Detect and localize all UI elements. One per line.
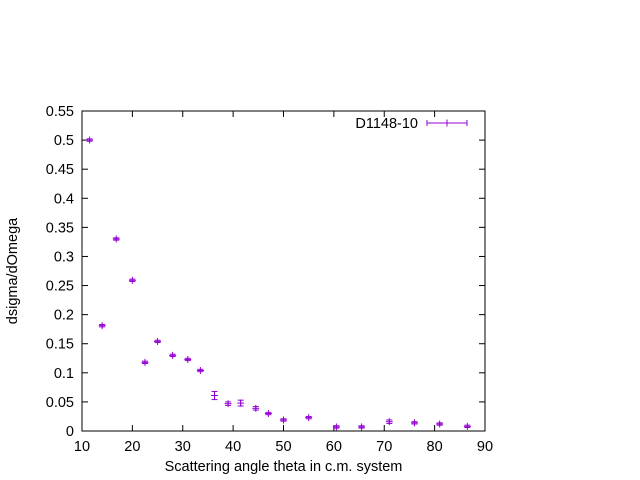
data-point: [358, 423, 366, 431]
data-point: [436, 420, 444, 428]
y-tick-label: 0.25: [46, 279, 74, 295]
data-points: [86, 136, 471, 431]
data-point: [112, 235, 120, 243]
x-tick-label: 60: [326, 439, 342, 455]
y-tick-label: 0.2: [54, 308, 74, 324]
x-tick-label: 40: [225, 439, 241, 455]
x-tick-label: 20: [124, 439, 140, 455]
y-tick-label: 0.55: [46, 104, 74, 120]
data-point: [463, 422, 471, 430]
y-tick-label: 0.45: [46, 162, 74, 178]
legend: D1148-10: [355, 116, 468, 132]
x-tick-label: 50: [275, 439, 291, 455]
x-tick-label: 90: [477, 439, 493, 455]
x-axis-label: Scattering angle theta in c.m. system: [165, 459, 403, 475]
data-point: [128, 276, 136, 284]
x-tick-label: 70: [376, 439, 392, 455]
legend-label: D1148-10: [355, 116, 418, 132]
data-point: [224, 400, 232, 408]
data-point: [280, 416, 287, 424]
data-point: [410, 419, 418, 427]
y-tick-label: 0.5: [54, 133, 74, 149]
y-tick-label: 0.35: [46, 220, 74, 236]
y-tick-label: 0.4: [54, 191, 74, 207]
data-point: [305, 414, 313, 422]
data-point: [264, 410, 272, 418]
data-point: [169, 351, 177, 359]
data-point: [184, 355, 192, 363]
y-tick-label: 0: [66, 424, 74, 440]
y-axis-label: dsigma/dOmega: [5, 217, 21, 324]
legend-symbol: [426, 119, 468, 127]
data-point: [141, 358, 149, 366]
y-tick-label: 0.05: [46, 395, 74, 411]
data-point: [196, 366, 204, 374]
y-tick-label: 0.1: [54, 366, 74, 382]
data-point: [332, 423, 340, 431]
data-point: [252, 404, 260, 412]
data-point: [237, 399, 245, 407]
data-point: [210, 390, 218, 401]
y-tick-label: 0.15: [46, 337, 74, 353]
data-point: [98, 322, 106, 330]
data-point: [385, 418, 393, 426]
y-tick-label: 0.3: [54, 249, 74, 265]
x-tick-label: 80: [427, 439, 443, 455]
data-point: [86, 136, 94, 144]
data-point: [154, 337, 162, 345]
x-tick-label: 10: [74, 439, 90, 455]
axis-ticks: 10 20 30 40 50 60 70 80 90 0 0.05 0.1 0.15 0.2 0.25 0.3…: [46, 104, 493, 455]
x-tick-label: 30: [175, 439, 191, 455]
plot-frame: [81, 110, 486, 432]
